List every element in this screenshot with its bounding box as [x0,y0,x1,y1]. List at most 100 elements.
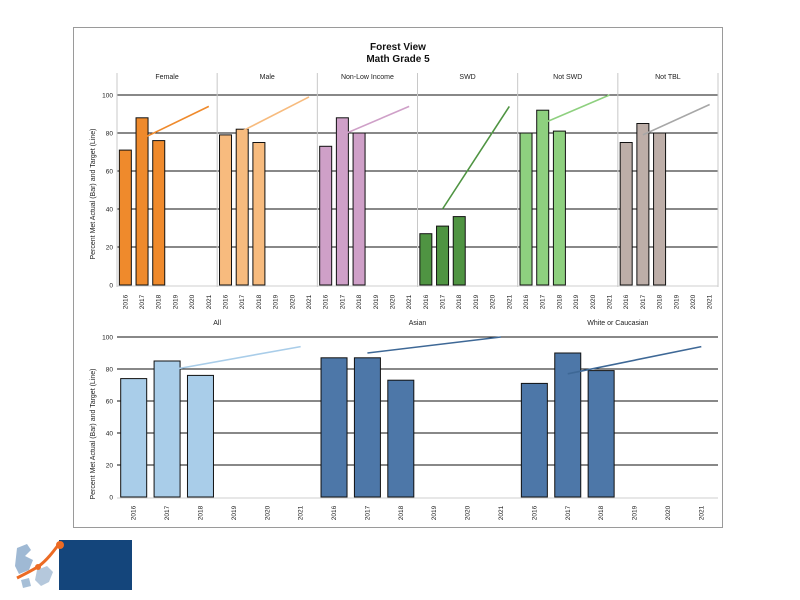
bar-r0-1-1 [235,128,249,286]
bar-r0-2-0 [319,145,333,286]
y-tick-label-r0-5: 100 [102,93,113,100]
bar-r1-2-1 [554,352,582,498]
x-tick-label-r0-0-3: 2019 [172,294,179,309]
target-line-r1-1 [367,336,502,354]
x-tick-label-r0-5-0: 2016 [623,294,630,309]
x-tick-label-r0-4-3: 2019 [573,294,580,309]
x-tick-label-r0-2-1: 2017 [339,294,346,309]
x-tick-label-r0-4-0: 2016 [523,294,530,309]
x-tick-label-r1-1-4: 2020 [465,505,472,520]
bar-r1-1-1 [353,357,381,498]
target-line-r1-0 [166,345,301,372]
x-tick-label-r1-1-1: 2017 [364,505,371,520]
x-tick-label-r0-5-5: 2021 [707,294,714,309]
bar-r0-3-0 [419,233,433,286]
bar-r0-4-1 [536,109,550,286]
y-tick-label-r0-1: 20 [106,245,114,252]
panel-title-r0-4: Not SWD [553,74,582,81]
bar-r0-0-0 [118,149,132,286]
y-tick-label-r1-4: 80 [106,367,114,374]
x-tick-label-r1-1-5: 2021 [498,505,505,520]
x-tick-label-r0-1-4: 2020 [289,294,296,309]
bar-r0-5-1 [636,123,650,286]
x-tick-label-r0-5-1: 2017 [640,294,647,309]
x-tick-label-r1-0-4: 2020 [264,505,271,520]
chart-title-block: Forest View Math Grade 5 [74,42,722,66]
x-tick-label-r1-2-5: 2021 [698,505,705,520]
bar-r0-0-1 [135,117,149,286]
y-tick-label-r1-1: 20 [106,463,114,470]
bar-r0-4-2 [552,130,566,286]
x-tick-label-r0-5-3: 2019 [673,294,680,309]
bar-r1-1-0 [320,357,348,498]
bar-r0-1-0 [219,134,233,286]
x-tick-label-r0-1-2: 2018 [256,294,263,309]
y-tick-label-r0-2: 40 [106,207,114,214]
bar-r0-1-2 [252,142,266,286]
x-tick-label-r0-5-4: 2020 [690,294,697,309]
x-tick-label-r0-2-5: 2021 [406,294,413,309]
x-tick-label-r0-0-2: 2018 [156,294,163,309]
target-line-r1-2 [567,345,702,375]
x-tick-label-r1-2-1: 2017 [565,505,572,520]
bar-r0-2-2 [352,132,366,286]
panel-title-r0-5: Not TBL [655,74,681,81]
bar-r1-2-2 [587,370,615,498]
x-tick-label-r0-2-3: 2019 [373,294,380,309]
bar-r0-0-2 [152,140,166,286]
y-tick-label-r0-0: 0 [109,283,113,290]
x-tick-label-r0-4-5: 2021 [606,294,613,309]
bar-r0-4-0 [519,132,533,286]
bar-r0-5-2 [653,132,667,286]
y-tick-label-r1-2: 40 [106,431,114,438]
x-tick-label-r0-5-2: 2018 [657,294,664,309]
y-tick-label-r0-3: 60 [106,169,114,176]
target-line-r0-3 [441,105,510,210]
x-tick-label-r0-2-2: 2018 [356,294,363,309]
target-line-r0-2 [342,105,410,136]
x-tick-label-r0-2-0: 2016 [323,294,330,309]
y-axis-label-top: Percent Met Actual (Bar) and Target (Lin… [90,129,97,260]
y-tick-label-r1-3: 60 [106,399,114,406]
bar-r0-2-1 [335,117,349,286]
y-axis-label-bottom: Percent Met Actual (Bar) and Target (Lin… [90,369,97,500]
panel-title-r0-1: Male [260,74,275,81]
x-tick-label-r1-2-3: 2019 [632,505,639,520]
x-tick-label-r0-3-4: 2020 [490,294,497,309]
x-tick-label-r1-2-2: 2018 [598,505,605,520]
x-tick-label-r0-0-1: 2017 [139,294,146,309]
y-tick-label-r1-5: 100 [102,335,113,342]
x-tick-label-r1-0-1: 2017 [164,505,171,520]
bar-r1-0-0 [120,378,148,498]
x-tick-label-r0-4-2: 2018 [556,294,563,309]
x-tick-label-r1-1-0: 2016 [331,505,338,520]
x-tick-label-r0-1-0: 2016 [223,294,230,309]
x-tick-label-r1-0-5: 2021 [298,505,305,520]
bar-chart-svg: Percent Met Actual (Bar) and Target (Lin… [90,73,719,520]
chart-subtitle: Math Grade 5 [366,54,430,65]
x-tick-label-r0-1-5: 2021 [306,294,313,309]
x-tick-label-r1-1-2: 2018 [398,505,405,520]
target-line-r0-1 [241,96,310,132]
x-tick-label-r0-4-4: 2020 [590,294,597,309]
chart-panel: Forest View Math Grade 5 Percent Met Act… [73,27,723,528]
x-tick-label-r1-0-0: 2016 [131,505,138,520]
district-logo-icon [13,540,132,590]
x-tick-label-r0-0-0: 2016 [122,294,129,309]
target-line-r0-5 [642,103,710,136]
x-tick-label-r0-1-1: 2017 [239,294,246,309]
bar-r1-0-1 [153,360,181,498]
x-tick-label-r0-4-1: 2017 [540,294,547,309]
x-tick-label-r0-3-0: 2016 [423,294,430,309]
x-tick-label-r0-0-4: 2020 [189,294,196,309]
panel-title-r0-0: Female [155,74,178,81]
chart-title: Forest View [370,42,426,53]
bar-r1-2-0 [520,382,548,498]
bar-r0-5-0 [619,142,633,286]
x-tick-label-r1-0-2: 2018 [197,505,204,520]
bar-r0-3-2 [452,216,466,286]
x-tick-label-r1-2-0: 2016 [531,505,538,520]
panel-title-r1-0: All [213,320,221,327]
y-tick-label-r0-4: 80 [106,131,114,138]
panel-title-r0-2: Non-Low Income [341,74,394,81]
